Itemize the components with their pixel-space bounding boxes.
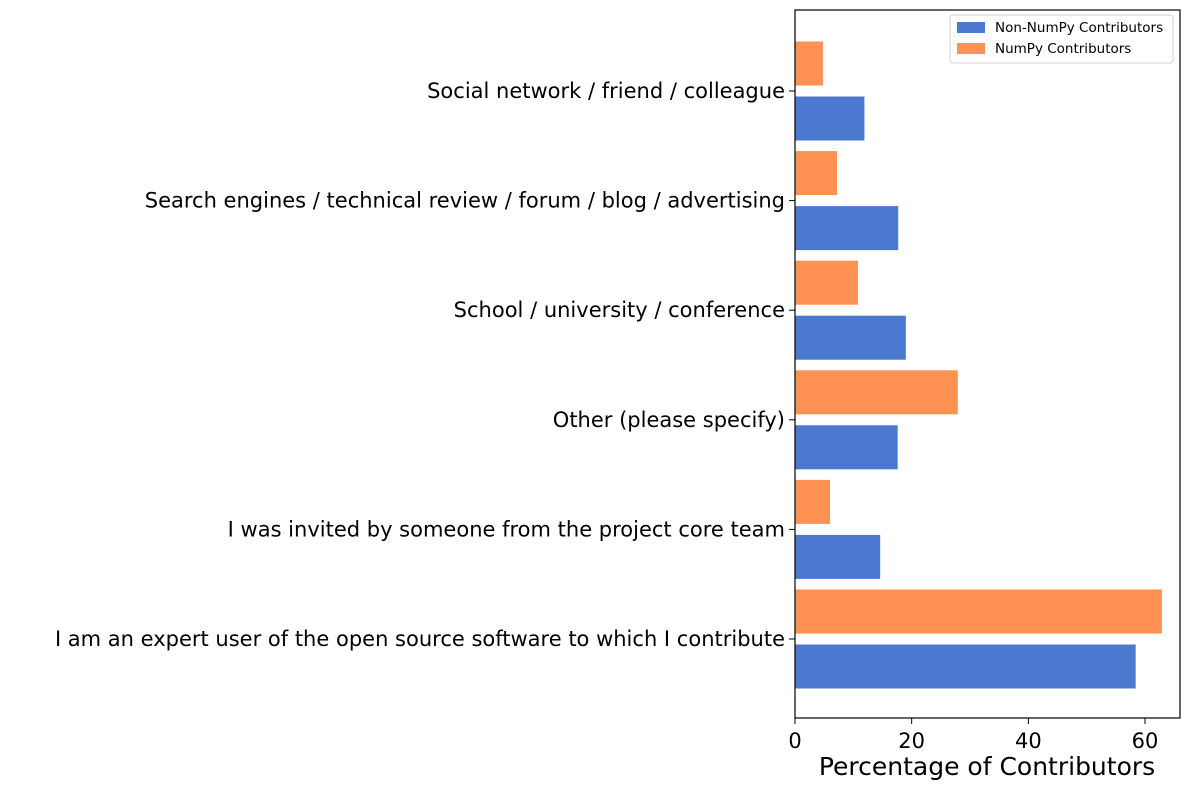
x-tick-label: 60	[1132, 729, 1159, 753]
legend-box	[949, 14, 1174, 64]
category-label: School / university / conference	[454, 298, 785, 322]
category-labels: I am an expert user of the open source s…	[55, 79, 795, 651]
bar-non-numpy	[795, 315, 906, 360]
legend-label: NumPy Contributors	[995, 41, 1131, 57]
bar-non-numpy	[795, 425, 898, 470]
bar-numpy	[795, 370, 958, 415]
category-label: Search engines / technical review / foru…	[145, 189, 785, 213]
bar-numpy	[795, 260, 858, 305]
bar-non-numpy	[795, 534, 881, 579]
legend: Non-NumPy Contributors NumPy Contributors	[949, 14, 1174, 64]
bar-numpy	[795, 589, 1162, 634]
bar-non-numpy	[795, 96, 865, 141]
category-label: Social network / friend / colleague	[427, 79, 785, 103]
x-tick-label: 20	[898, 729, 925, 753]
bar-non-numpy	[795, 644, 1136, 689]
category-label: Other (please specify)	[553, 408, 785, 432]
bar-numpy	[795, 151, 837, 196]
x-tick-label: 40	[1015, 729, 1042, 753]
x-tick-label: 0	[788, 729, 801, 753]
category-label: I was invited by someone from the projec…	[228, 517, 785, 541]
category-label: I am an expert user of the open source s…	[55, 627, 785, 651]
bars-group	[795, 41, 1162, 689]
legend-label: Non-NumPy Contributors	[995, 20, 1163, 36]
bar-non-numpy	[795, 206, 899, 251]
bar-numpy	[795, 41, 823, 86]
x-ticks: 0 20 40 60	[788, 718, 1158, 753]
bar-numpy	[795, 479, 830, 524]
legend-swatch	[957, 43, 985, 54]
plot-frame	[794, 9, 1181, 719]
legend-swatch	[957, 22, 985, 33]
x-axis-title: Percentage of Contributors	[819, 752, 1155, 781]
